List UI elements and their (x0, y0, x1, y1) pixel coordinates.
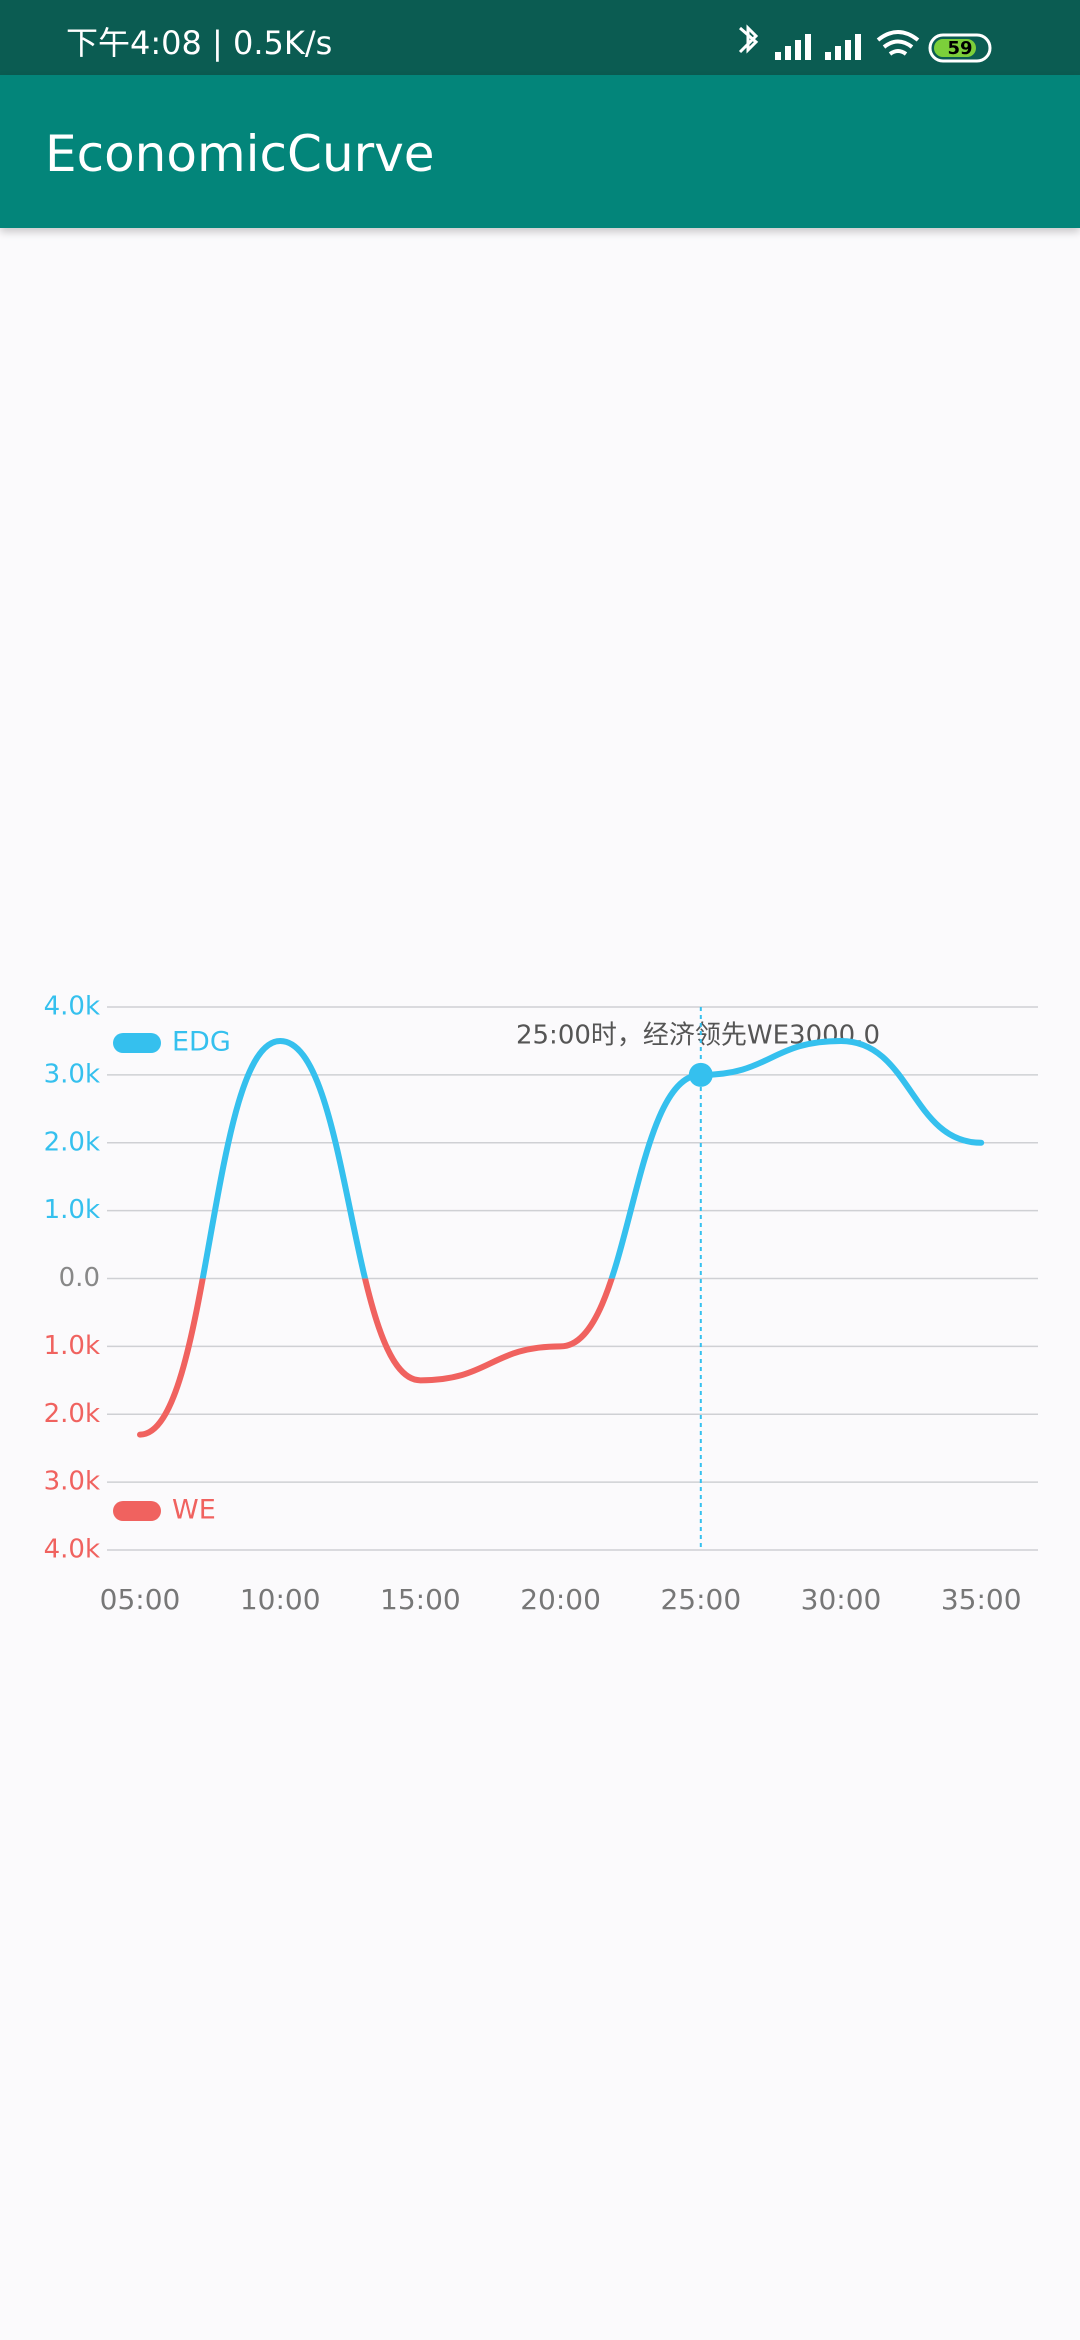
y-tick-label: 4.0k (44, 1535, 100, 1565)
y-tick-label: 3.0k (44, 1467, 100, 1497)
app-bar: EconomicCurve (0, 75, 1080, 228)
x-tick-label: 25:00 (660, 1583, 741, 1616)
battery-text: 59 (947, 38, 972, 59)
y-tick-label: 1.0k (44, 1195, 100, 1225)
bluetooth-icon (738, 24, 759, 54)
legend-label: WE (172, 1495, 216, 1526)
app-title: EconomicCurve (45, 125, 435, 183)
x-tick-label: 20:00 (520, 1583, 601, 1616)
status-bar: 下午4:08 | 0.5K/s 59 (0, 0, 1080, 75)
wifi-icon (876, 30, 920, 56)
signal-icon (775, 34, 811, 60)
battery-icon (928, 33, 992, 63)
x-tick-label: 35:00 (941, 1583, 1022, 1616)
economic-curve (137, 1037, 985, 1438)
annotation: 25:00时，经济领先WE3000.0 (516, 1021, 880, 1051)
legend-swatch (113, 1033, 161, 1053)
x-tick-label: 15:00 (380, 1583, 461, 1616)
legend-label: EDG (172, 1027, 231, 1058)
x-tick-label: 05:00 (100, 1583, 181, 1616)
highlight-point (688, 1062, 713, 1087)
y-tick-label: 2.0k (44, 1399, 100, 1429)
x-tick-label: 10:00 (240, 1583, 321, 1616)
y-tick-label: 2.0k (44, 1127, 100, 1157)
signal-icon (825, 34, 861, 60)
battery-level (934, 39, 976, 57)
y-tick-label: 3.0k (44, 1059, 100, 1089)
y-tick-label: 1.0k (44, 1331, 100, 1361)
status-icons: 59 (738, 24, 992, 63)
x-tick-label: 30:00 (801, 1583, 882, 1616)
y-tick-label: 0.0 (59, 1263, 100, 1293)
legend-swatch (113, 1501, 161, 1521)
status-time: 下午4:08 | 0.5K/s (66, 24, 333, 62)
y-tick-label: 4.0k (44, 992, 100, 1022)
